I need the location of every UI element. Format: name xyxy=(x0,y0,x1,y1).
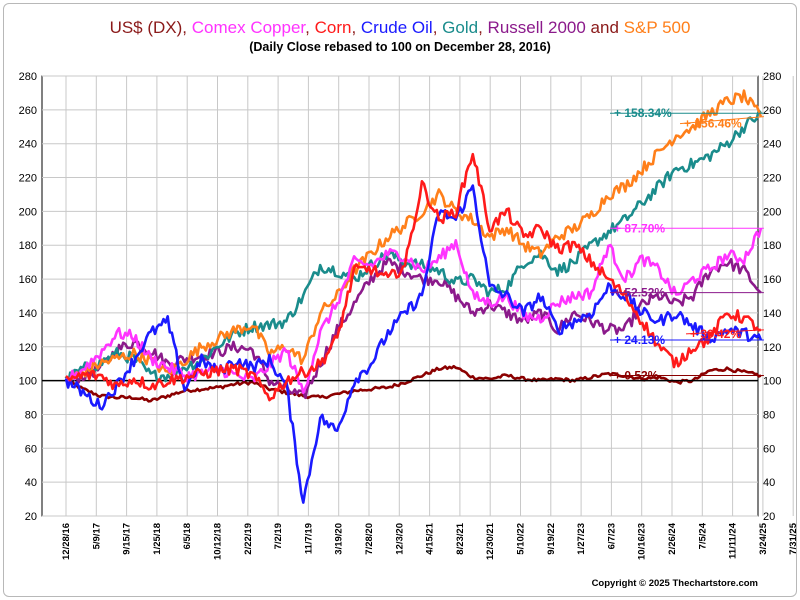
y-tick-label-left: 240 xyxy=(19,139,37,151)
y-tick-label-right: 100 xyxy=(763,376,781,388)
y-tick-label-left: 80 xyxy=(25,409,37,421)
x-tick-label: 10/16/23 xyxy=(637,523,648,560)
end-label: + 156.46% xyxy=(684,117,742,131)
x-tick-label: 11/7/19 xyxy=(303,523,314,554)
x-tick-label: 5/10/22 xyxy=(516,523,527,555)
end-label: + 0.52% xyxy=(614,369,659,383)
y-tick-label-left: 120 xyxy=(19,342,37,354)
y-tick-label-left: 280 xyxy=(19,71,37,83)
x-tick-label: 2/26/24 xyxy=(667,522,678,554)
title-part: , xyxy=(478,18,488,37)
y-tick-label-left: 60 xyxy=(25,443,37,455)
end-label: + 158.34% xyxy=(614,106,672,120)
x-tick-label: 10/12/18 xyxy=(213,523,224,560)
y-tick-label-left: 20 xyxy=(25,511,37,523)
x-tick-label: 1/25/18 xyxy=(152,523,163,555)
x-tick-label: 6/7/23 xyxy=(606,523,617,549)
y-tick-label-right: 220 xyxy=(763,173,781,185)
end-label-leader xyxy=(685,329,764,335)
y-tick-label-left: 200 xyxy=(19,206,37,218)
y-tick-label-right: 240 xyxy=(763,139,781,151)
y-tick-label-left: 40 xyxy=(25,477,37,489)
x-tick-label: 7/31/25 xyxy=(788,522,799,554)
y-tick-label-right: 280 xyxy=(763,71,781,83)
title-part: S&P 500 xyxy=(623,18,691,37)
end-label: + 87.70% xyxy=(614,221,665,235)
x-tick-label: 4/15/21 xyxy=(425,522,436,554)
x-tick-label: 7/5/24 xyxy=(697,522,708,549)
x-tick-label: 9/19/22 xyxy=(546,523,557,555)
y-tick-label-left: 260 xyxy=(19,105,37,117)
y-tick-label-left: 140 xyxy=(19,308,37,320)
end-label-leader xyxy=(679,116,764,125)
y-tick-label-right: 40 xyxy=(763,477,775,489)
x-tick-label: 3/24/25 xyxy=(758,522,769,554)
title-part: , xyxy=(305,18,315,37)
title-part: , xyxy=(351,18,361,37)
y-tick-label-right: 60 xyxy=(763,443,775,455)
y-tick-label-left: 100 xyxy=(19,376,37,388)
x-tick-label: 6/5/18 xyxy=(182,523,193,549)
series-line xyxy=(64,257,762,400)
title-part: Gold xyxy=(442,18,479,37)
title-part: Comex Copper xyxy=(191,18,306,37)
title-part: and xyxy=(585,18,624,37)
series-line xyxy=(65,89,763,381)
y-tick-label-right: 140 xyxy=(763,308,781,320)
y-tick-label-left: 220 xyxy=(19,173,37,185)
x-tick-label: 7/2/19 xyxy=(273,523,284,549)
x-tick-label: 7/28/20 xyxy=(364,523,375,555)
x-tick-label: 8/23/21 xyxy=(455,522,466,554)
y-tick-label-left: 180 xyxy=(19,240,37,252)
title-part: Crude Oil xyxy=(360,18,433,37)
y-tick-label-right: 20 xyxy=(763,511,775,523)
end-label: + 52.52% xyxy=(614,286,665,300)
title-part: US$ (DX) xyxy=(109,18,183,37)
y-tick-label-right: 260 xyxy=(763,105,781,117)
x-tick-label: 12/28/16 xyxy=(61,523,72,560)
chart-subtitle: (Daily Close rebased to 100 on December … xyxy=(249,40,551,54)
y-tick-label-left: 160 xyxy=(19,274,37,286)
y-tick-label-right: 200 xyxy=(763,206,781,218)
title-part: , xyxy=(432,18,443,37)
series-line xyxy=(64,227,763,394)
x-tick-label: 2/22/19 xyxy=(243,523,254,555)
chart-title: US$ (DX), Comex Copper, Corn, Crude Oil,… xyxy=(0,18,800,38)
y-tick-label-right: 180 xyxy=(763,240,781,252)
x-tick-label: 12/3/20 xyxy=(394,523,405,555)
title-part: , xyxy=(182,18,192,37)
end-label: + 24.13% xyxy=(614,333,665,347)
y-tick-label-right: 120 xyxy=(763,342,781,354)
y-tick-label-right: 160 xyxy=(763,274,781,286)
y-tick-label-right: 80 xyxy=(763,409,775,421)
series-line xyxy=(65,152,762,402)
x-tick-label: 9/15/17 xyxy=(122,523,133,555)
end-label: + 30.42% xyxy=(690,327,741,341)
title-part: Corn xyxy=(314,18,352,37)
x-tick-label: 3/19/20 xyxy=(334,523,345,555)
x-tick-label: 1/27/23 xyxy=(576,523,587,555)
title-part: Russell 2000 xyxy=(487,18,586,37)
x-tick-label: 12/30/21 xyxy=(485,522,496,560)
plot-area xyxy=(41,75,759,517)
x-tick-label: 11/11/24 xyxy=(728,522,739,559)
x-tick-label: 5/9/17 xyxy=(91,523,102,549)
copyright-note: Copyright © 2025 Thechartstore.com xyxy=(591,578,758,589)
